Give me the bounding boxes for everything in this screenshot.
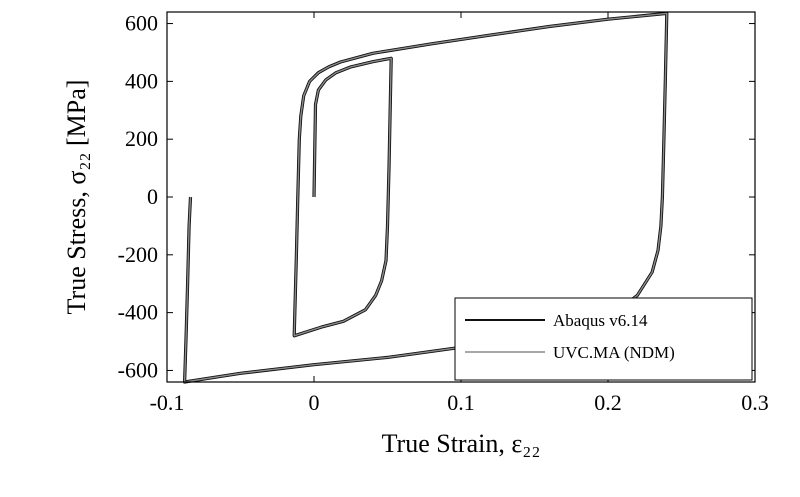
x-tick-label: 0: [309, 390, 320, 415]
x-axis-label: True Strain, ε₂₂: [382, 429, 541, 458]
y-tick-label: -400: [118, 300, 158, 325]
x-tick-label: -0.1: [150, 390, 185, 415]
y-tick-label: -600: [118, 357, 158, 382]
y-tick-label: 200: [125, 126, 158, 151]
x-tick-label: 0.2: [594, 390, 622, 415]
x-tick-label: 0.3: [741, 390, 769, 415]
y-tick-label: 0: [147, 184, 158, 209]
y-tick-label: 600: [125, 11, 158, 36]
legend: Abaqus v6.14 UVC.MA (NDM): [454, 297, 753, 381]
y-tick-label: -200: [118, 242, 158, 267]
legend-label-uvc: UVC.MA (NDM): [553, 343, 675, 362]
ticks-layer: -0.1 0 0.1 0.2 0.3 -600 -400 -200 0 200 400 600: [118, 11, 769, 415]
y-tick-label: 400: [125, 68, 158, 93]
legend-label-abaqus: Abaqus v6.14: [553, 311, 648, 330]
legend-box: [454, 297, 753, 381]
x-tick-label: 0.1: [447, 390, 475, 415]
y-axis-label: True Stress, σ₂₂ [MPa]: [62, 80, 91, 315]
